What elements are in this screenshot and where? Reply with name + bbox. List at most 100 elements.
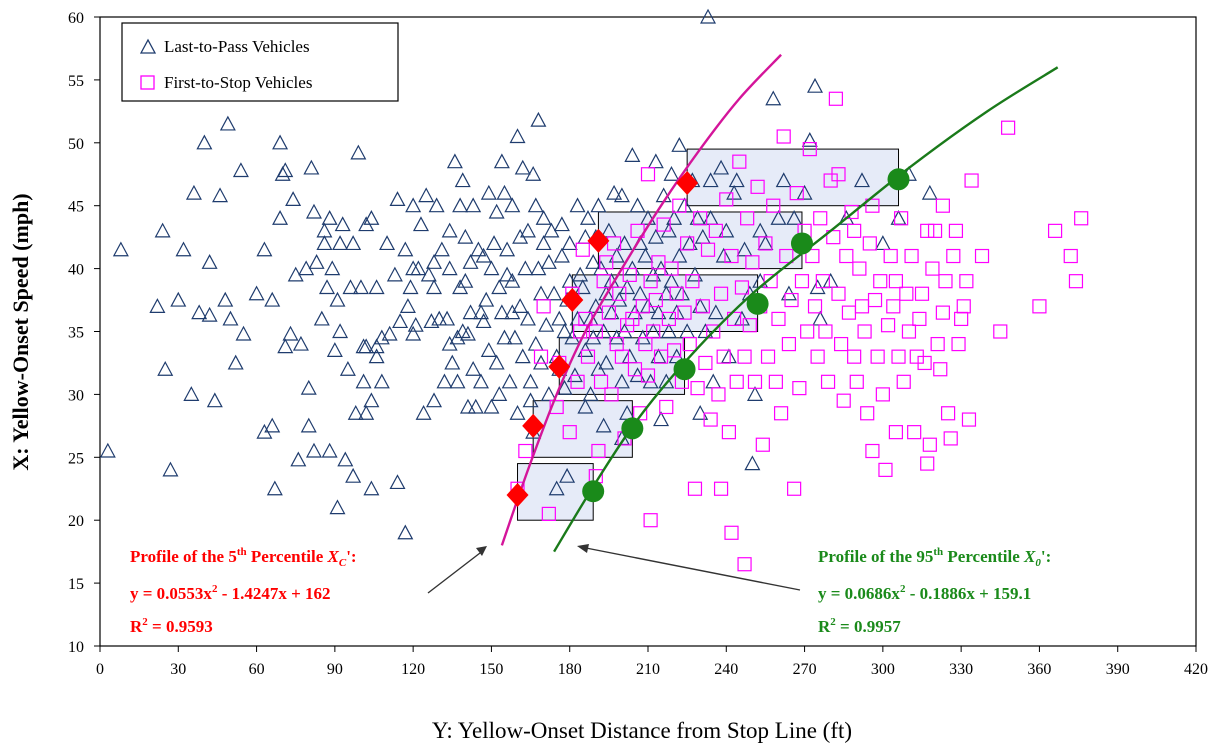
- pass-point: [185, 184, 202, 200]
- p5-point: [506, 483, 529, 508]
- stop-point: [815, 274, 830, 289]
- stop-point: [536, 299, 551, 314]
- pass-point: [663, 165, 680, 181]
- x-tick-label: 210: [636, 661, 660, 678]
- stop-point: [640, 167, 656, 182]
- pass-point: [496, 329, 513, 345]
- pass-point: [559, 467, 576, 483]
- y-tick-label: 45: [68, 199, 84, 216]
- stop-point: [596, 274, 611, 289]
- pass-point: [504, 272, 521, 288]
- pass-point: [339, 360, 356, 376]
- pass-point: [572, 266, 589, 282]
- stop-point: [599, 255, 614, 270]
- pass-point: [493, 153, 510, 169]
- pass-point: [590, 197, 607, 213]
- stop-point: [625, 311, 640, 327]
- pass-point: [266, 480, 283, 496]
- pass-point: [478, 291, 495, 307]
- stop-point: [677, 305, 692, 320]
- pass-point: [796, 184, 813, 200]
- pass-point: [321, 210, 338, 225]
- x-tick-label: 360: [1027, 661, 1051, 678]
- pass-point: [162, 461, 179, 477]
- first-to-stop-series: [510, 91, 1089, 572]
- pass-point: [407, 316, 424, 332]
- pass-point: [345, 467, 362, 483]
- stop-point: [640, 368, 656, 383]
- stop-point: [614, 349, 630, 364]
- stop-point: [713, 286, 729, 301]
- pass-point: [775, 172, 792, 188]
- stop-point: [904, 248, 919, 264]
- stop-point: [719, 192, 734, 207]
- stop-point: [886, 299, 901, 314]
- pass-point: [874, 235, 891, 251]
- stop-point: [601, 305, 616, 320]
- x-tick-label: 0: [96, 661, 104, 678]
- pass-point: [637, 247, 654, 263]
- pass-point: [807, 77, 824, 93]
- annotation-p95: Profile of the 95th Percentile X0': y = …: [818, 546, 1051, 636]
- pass-point: [459, 325, 476, 341]
- pass-point: [264, 417, 281, 433]
- pass-point: [305, 442, 322, 458]
- stop-point: [946, 248, 961, 264]
- pass-point: [488, 354, 505, 370]
- stop-point: [1074, 211, 1089, 226]
- stop-point: [959, 274, 974, 289]
- pass-point: [392, 313, 409, 329]
- pass-point: [212, 187, 229, 203]
- pass-point: [470, 241, 487, 257]
- stop-point: [907, 425, 922, 440]
- pass-point: [347, 405, 364, 420]
- pass-point: [509, 128, 526, 144]
- pass-point: [540, 254, 557, 269]
- pass-point: [313, 310, 330, 326]
- stop-point: [703, 412, 718, 427]
- p95-equation: y = 0.0686x2 - 0.1886x + 159.1: [818, 583, 1031, 603]
- y-tick-label: 10: [68, 639, 84, 656]
- pass-point: [535, 210, 552, 225]
- stop-point: [834, 336, 849, 352]
- p5-point: [587, 228, 610, 253]
- pass-point: [457, 272, 474, 288]
- stop-point: [1063, 248, 1078, 264]
- pass-point: [217, 291, 234, 307]
- pass-point: [647, 228, 664, 244]
- pass-point: [397, 524, 414, 540]
- stop-point: [810, 349, 825, 364]
- pass-point: [426, 254, 443, 269]
- pass-point: [454, 172, 471, 188]
- pass-point: [838, 210, 855, 225]
- stop-point: [755, 437, 770, 452]
- pass-point: [728, 172, 745, 188]
- stop-point: [943, 431, 958, 446]
- x-axis-title: Y: Yellow-Onset Distance from Stop Line …: [432, 718, 852, 743]
- stop-point: [766, 198, 781, 213]
- pass-point: [809, 279, 826, 295]
- pass-point: [514, 348, 531, 364]
- stop-point: [633, 406, 648, 421]
- stop-point: [1001, 120, 1016, 135]
- pass-point: [533, 354, 550, 370]
- pass-point: [157, 360, 174, 376]
- pass-point: [300, 417, 317, 433]
- pass-point: [222, 310, 239, 326]
- stop-point: [860, 406, 875, 421]
- stop-point: [711, 387, 726, 402]
- p95-point: [582, 480, 605, 503]
- p95-point: [621, 417, 644, 440]
- pass-point: [329, 499, 346, 515]
- pass-point: [647, 153, 664, 169]
- stop-point: [562, 425, 577, 440]
- stop-point: [549, 399, 564, 415]
- pass-point: [577, 398, 594, 414]
- p5-title: Profile of the 5th Percentile XC':: [130, 546, 357, 569]
- stop-point: [682, 336, 697, 352]
- pass-point: [519, 222, 536, 238]
- pass-point: [405, 325, 422, 341]
- stop-point: [716, 349, 731, 364]
- pass-point: [399, 298, 416, 313]
- pass-point: [420, 266, 437, 282]
